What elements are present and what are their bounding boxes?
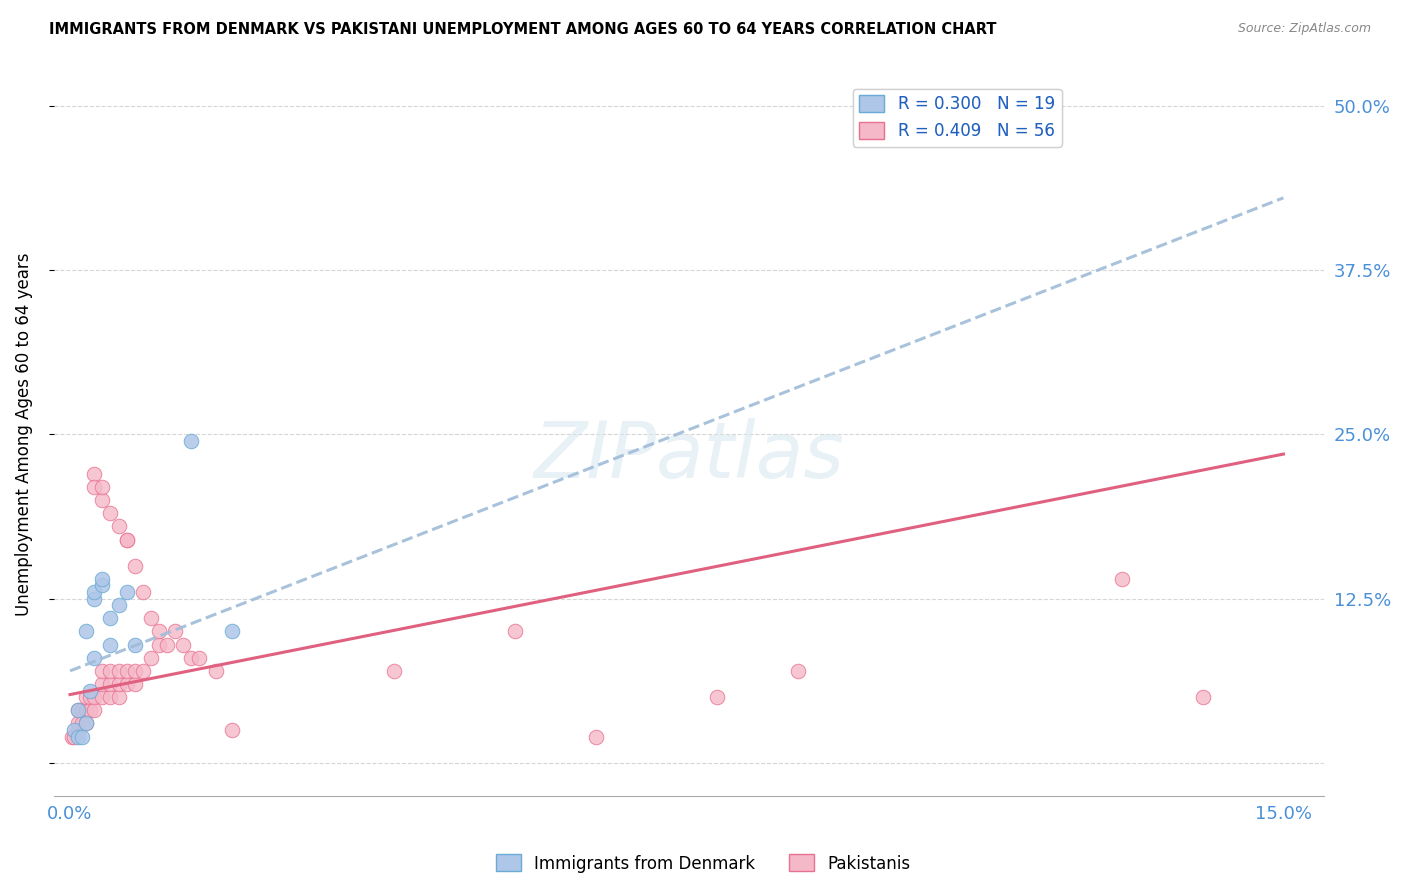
Point: [67, 703, 90, 717]
Point: [115, 533, 138, 547]
Point: [75, 624, 97, 639]
Point: [83, 591, 105, 606]
Point: [706, 690, 728, 705]
Point: [107, 664, 129, 678]
Point: [124, 677, 146, 691]
Point: [139, 611, 162, 625]
Point: [100, 677, 122, 691]
Point: [67, 730, 90, 744]
Point: [83, 585, 105, 599]
Point: [70, 703, 93, 717]
Point: [91, 578, 114, 592]
Point: [63, 723, 86, 737]
Point: [115, 585, 138, 599]
Point: [1111, 572, 1133, 586]
Point: [83, 480, 105, 494]
Point: [83, 690, 105, 705]
Point: [83, 467, 105, 481]
Point: [100, 664, 122, 678]
Y-axis label: Unemployment Among Ages 60 to 64 years: Unemployment Among Ages 60 to 64 years: [15, 252, 32, 616]
Point: [79, 690, 101, 705]
Point: [75, 716, 97, 731]
Point: [156, 638, 179, 652]
Point: [107, 598, 129, 612]
Point: [204, 664, 226, 678]
Point: [79, 703, 101, 717]
Point: [70, 716, 93, 731]
Point: [172, 638, 194, 652]
Point: [1191, 690, 1213, 705]
Point: [180, 650, 202, 665]
Point: [100, 690, 122, 705]
Point: [100, 611, 122, 625]
Point: [67, 716, 90, 731]
Point: [124, 638, 146, 652]
Point: [382, 664, 405, 678]
Point: [70, 730, 93, 744]
Legend: R = 0.300   N = 19, R = 0.409   N = 56: R = 0.300 N = 19, R = 0.409 N = 56: [853, 88, 1062, 146]
Point: [91, 572, 114, 586]
Point: [91, 664, 114, 678]
Point: [124, 664, 146, 678]
Text: ZIPatlas: ZIPatlas: [533, 418, 845, 494]
Point: [503, 624, 526, 639]
Point: [221, 624, 243, 639]
Point: [75, 690, 97, 705]
Point: [107, 519, 129, 533]
Point: [79, 683, 101, 698]
Point: [91, 493, 114, 508]
Point: [100, 638, 122, 652]
Point: [585, 730, 607, 744]
Point: [221, 723, 243, 737]
Text: IMMIGRANTS FROM DENMARK VS PAKISTANI UNEMPLOYMENT AMONG AGES 60 TO 64 YEARS CORR: IMMIGRANTS FROM DENMARK VS PAKISTANI UNE…: [49, 22, 997, 37]
Point: [115, 533, 138, 547]
Point: [91, 677, 114, 691]
Point: [83, 703, 105, 717]
Point: [132, 664, 155, 678]
Text: Source: ZipAtlas.com: Source: ZipAtlas.com: [1237, 22, 1371, 36]
Point: [67, 723, 90, 737]
Point: [75, 716, 97, 731]
Point: [139, 650, 162, 665]
Point: [91, 690, 114, 705]
Point: [100, 506, 122, 520]
Point: [148, 624, 170, 639]
Point: [115, 664, 138, 678]
Point: [124, 558, 146, 573]
Point: [787, 664, 810, 678]
Point: [165, 624, 187, 639]
Point: [115, 677, 138, 691]
Point: [62, 730, 84, 744]
Point: [148, 638, 170, 652]
Point: [107, 677, 129, 691]
Point: [188, 650, 211, 665]
Point: [75, 703, 97, 717]
Point: [107, 690, 129, 705]
Point: [67, 703, 90, 717]
Point: [63, 730, 86, 744]
Point: [180, 434, 202, 448]
Point: [132, 585, 155, 599]
Point: [83, 650, 105, 665]
Point: [91, 480, 114, 494]
Legend: Immigrants from Denmark, Pakistanis: Immigrants from Denmark, Pakistanis: [489, 847, 917, 880]
